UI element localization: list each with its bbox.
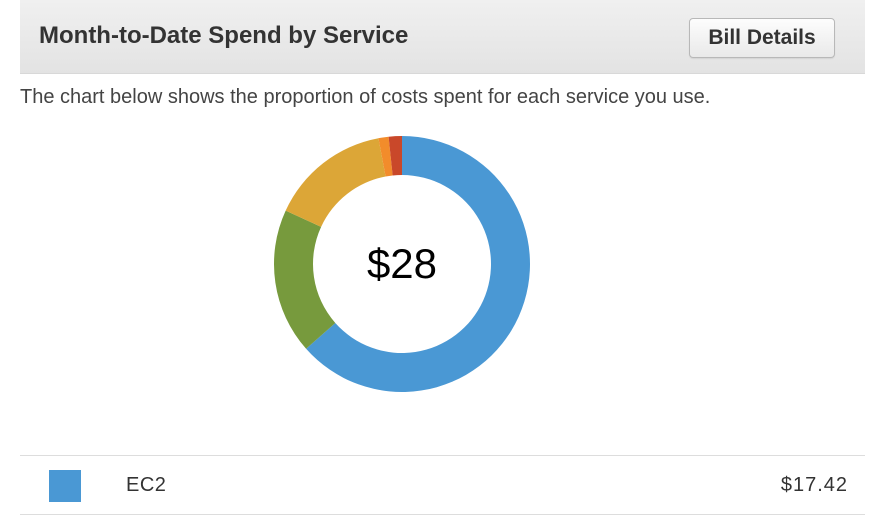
panel-header: Month-to-Date Spend by Service Bill Deta… — [20, 0, 865, 74]
donut-slice-1[interactable] — [274, 210, 336, 349]
donut-slice-3[interactable] — [378, 136, 393, 177]
legend-service-name: EC2 — [126, 474, 167, 496]
legend-swatch — [49, 470, 81, 502]
donut-slice-0[interactable] — [306, 136, 530, 393]
spend-by-service-panel: Month-to-Date Spend by Service Bill Deta… — [20, 0, 865, 516]
panel-title: Month-to-Date Spend by Service — [39, 22, 409, 49]
legend-row[interactable]: EC2 $17.42 — [20, 455, 865, 515]
donut-slice-4[interactable] — [388, 136, 402, 176]
donut-slice-2[interactable] — [285, 138, 386, 227]
legend-service-cost: $17.42 — [780, 474, 848, 496]
spend-donut-chart — [274, 136, 530, 393]
bill-details-button[interactable]: Bill Details — [689, 18, 835, 58]
chart-description: The chart below shows the proportion of … — [20, 86, 711, 108]
